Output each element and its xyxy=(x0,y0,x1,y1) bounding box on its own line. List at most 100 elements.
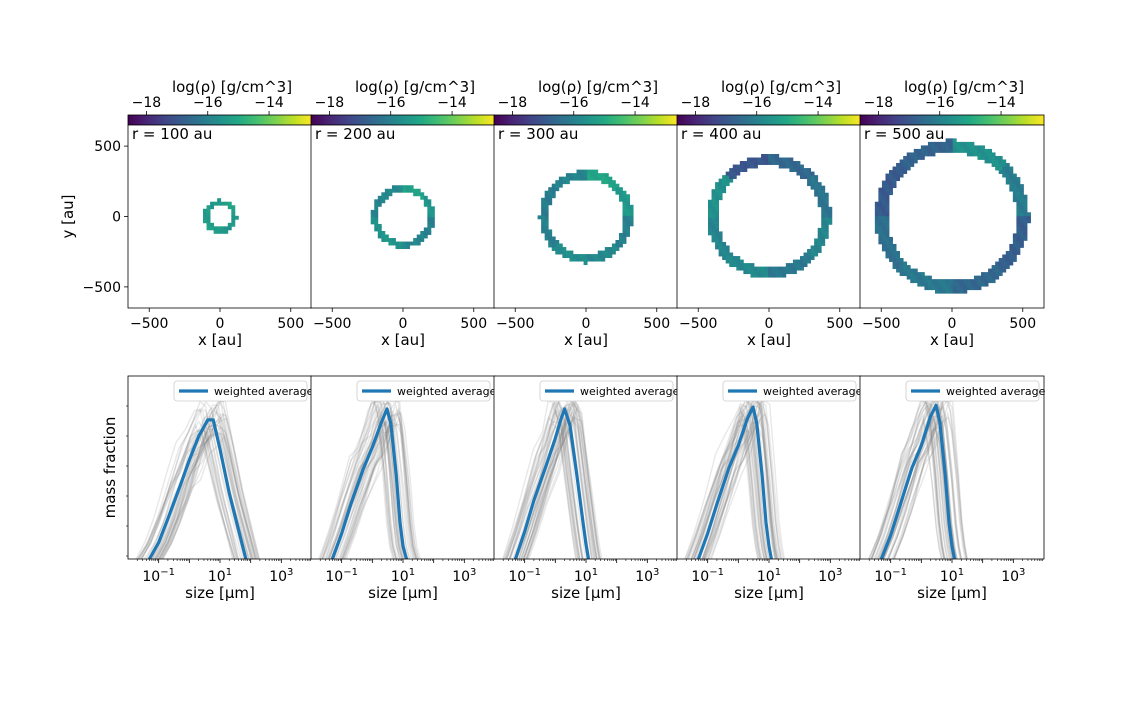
density-cell xyxy=(231,219,236,224)
x-tick-label: −500 xyxy=(679,316,717,332)
density-cell xyxy=(743,168,748,172)
density-cell xyxy=(885,180,890,185)
x-tick-label: 0 xyxy=(216,316,225,332)
density-cell xyxy=(1009,247,1014,252)
density-cell xyxy=(789,266,794,271)
density-cell xyxy=(1019,233,1024,238)
density-cell xyxy=(1002,166,1007,171)
density-cell xyxy=(803,171,808,176)
density-cell xyxy=(622,208,627,213)
density-cell xyxy=(739,161,744,165)
density-cell xyxy=(402,245,407,249)
density-cell xyxy=(1012,191,1017,196)
density-cell xyxy=(381,238,386,242)
density-cell xyxy=(931,145,936,150)
density-cell xyxy=(792,164,797,169)
density-cell xyxy=(775,161,780,165)
density-cell xyxy=(956,279,961,284)
density-cell xyxy=(220,201,225,206)
density-cell xyxy=(1027,215,1031,220)
density-cell xyxy=(778,270,783,275)
density-cell xyxy=(374,202,379,207)
density-cell xyxy=(1016,222,1021,227)
density-cell xyxy=(544,201,549,206)
individual-curve xyxy=(521,399,596,559)
density-cell xyxy=(615,240,620,244)
density-cell xyxy=(973,286,978,291)
density-cell xyxy=(420,195,425,200)
density-cell xyxy=(711,196,716,201)
density-cell xyxy=(1016,233,1021,238)
density-cell xyxy=(622,236,627,241)
individual-curve xyxy=(159,432,258,559)
density-cell xyxy=(984,155,989,160)
density-cell xyxy=(1005,173,1010,178)
legend-box xyxy=(356,380,491,402)
density-cell xyxy=(707,203,712,208)
y-tick-label: −500 xyxy=(83,280,121,296)
density-cell xyxy=(973,282,978,287)
density-cell xyxy=(959,289,964,294)
density-cell xyxy=(810,256,815,260)
density-cell xyxy=(764,273,769,278)
density-cell xyxy=(799,266,804,271)
density-cell xyxy=(544,225,549,230)
individual-curve xyxy=(868,413,943,559)
density-cell xyxy=(988,152,993,157)
density-cell xyxy=(715,206,720,211)
density-cell xyxy=(732,263,737,268)
density-cell xyxy=(548,232,553,237)
density-cell xyxy=(430,213,435,218)
individual-curve xyxy=(154,424,252,559)
density-cell xyxy=(388,238,393,242)
density-cell xyxy=(959,141,964,146)
density-cell xyxy=(757,273,762,278)
density-cell xyxy=(906,152,911,157)
density-cell xyxy=(753,164,758,169)
density-cell xyxy=(555,180,560,185)
density-cell xyxy=(715,245,720,250)
density-cell xyxy=(988,155,993,160)
density-cell xyxy=(551,243,556,248)
density-cell xyxy=(725,252,730,257)
density-cell xyxy=(896,265,901,269)
density-cell xyxy=(729,256,734,260)
density-cell xyxy=(544,229,549,234)
individual-curve xyxy=(502,416,578,559)
density-cell xyxy=(981,152,985,157)
density-cell xyxy=(984,279,989,284)
density-cell xyxy=(725,178,730,183)
individual-curve xyxy=(505,409,581,559)
density-cell xyxy=(878,201,883,206)
density-cell xyxy=(1019,191,1024,196)
density-cell xyxy=(562,180,567,185)
distribution-panel-1: weighted average 10−1 101 103 size [μm] mass … xyxy=(101,375,314,602)
density-cell xyxy=(1009,254,1014,259)
density-cell xyxy=(966,141,971,146)
density-cell xyxy=(881,247,886,252)
density-cell xyxy=(910,155,915,160)
x-axis-label: x [au] xyxy=(930,331,974,349)
density-cell xyxy=(427,199,432,204)
density-cell xyxy=(998,170,1003,174)
density-cell xyxy=(817,199,822,204)
density-cell xyxy=(913,152,918,157)
density-cell xyxy=(956,145,961,150)
density-cell xyxy=(889,247,893,252)
density-cell xyxy=(899,170,904,174)
density-cell xyxy=(981,155,985,160)
density-cell xyxy=(956,289,961,294)
individual-curve xyxy=(691,405,766,559)
density-cell xyxy=(881,180,886,185)
legend: weighted average xyxy=(356,380,497,402)
density-cell xyxy=(998,163,1003,167)
individual-curve xyxy=(340,401,416,559)
individual-curve xyxy=(340,400,416,559)
density-cell xyxy=(1012,250,1017,255)
density-cell xyxy=(973,279,978,284)
density-cell xyxy=(572,173,577,178)
density-cell xyxy=(885,254,890,259)
density-cell xyxy=(406,241,411,246)
individual-curve xyxy=(518,403,593,559)
density-cell xyxy=(817,227,822,232)
